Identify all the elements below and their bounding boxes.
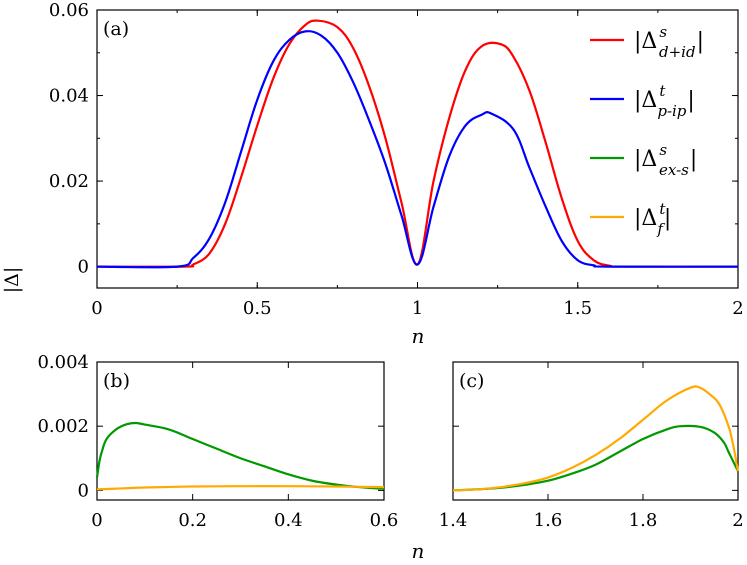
x-axis-label-a: n (412, 324, 425, 348)
legend-entry-3: |Δ t f| (634, 200, 671, 238)
y-tick-label-a: 0.04 (49, 86, 89, 107)
series-lines (95, 19, 740, 492)
x-tick-label-a: 0.5 (243, 298, 272, 319)
series-line-b-1 (96, 485, 385, 491)
y-tick-label-a: 0 (78, 257, 89, 278)
series-line-a-0 (96, 19, 739, 268)
x-tick-label-c: 1.6 (534, 510, 563, 531)
x-tick-label-a: 1.5 (563, 298, 592, 319)
y-tick-label-b: 0 (78, 480, 89, 501)
series-line-b-0 (95, 421, 385, 490)
legend-entry-0: |Δ s d+id| (634, 23, 704, 61)
x-tick-label-a: 1 (412, 298, 423, 319)
plot-frame-c (452, 361, 739, 501)
x-tick-label-b: 0.2 (178, 510, 207, 531)
y-tick-label-a: 0.06 (49, 0, 89, 21)
panel-label-c: (c) (459, 370, 484, 392)
panel-label-b: (b) (103, 370, 130, 392)
plot-frames (96, 9, 739, 501)
x-tick-label-c: 1.4 (439, 510, 468, 531)
plot-frame-b (96, 361, 385, 501)
panel-label-a: (a) (103, 18, 129, 40)
series-line-c-0 (452, 424, 739, 492)
y-tick-label-b: 0.004 (37, 352, 89, 373)
x-tick-label-b: 0.4 (274, 510, 303, 531)
y-axis-label: |Δ| (1, 267, 23, 294)
x-axis-label-b: n (412, 539, 425, 563)
series-line-c-1 (452, 385, 740, 492)
x-tick-label-a: 0 (91, 298, 102, 319)
x-tick-label-c: 2 (732, 510, 743, 531)
x-tick-label-b: 0 (91, 510, 102, 531)
y-tick-label-b: 0.002 (37, 416, 89, 437)
legend-entry-2: |Δ s ex-s| (634, 141, 697, 179)
y-tick-label-a: 0.02 (49, 171, 89, 192)
x-tick-label-a: 2 (732, 298, 743, 319)
legend-entry-1: |Δ t p-ip| (634, 82, 695, 120)
series-line-a-1 (96, 30, 739, 269)
x-tick-label-b: 0.6 (370, 510, 399, 531)
x-tick-label-c: 1.8 (629, 510, 658, 531)
